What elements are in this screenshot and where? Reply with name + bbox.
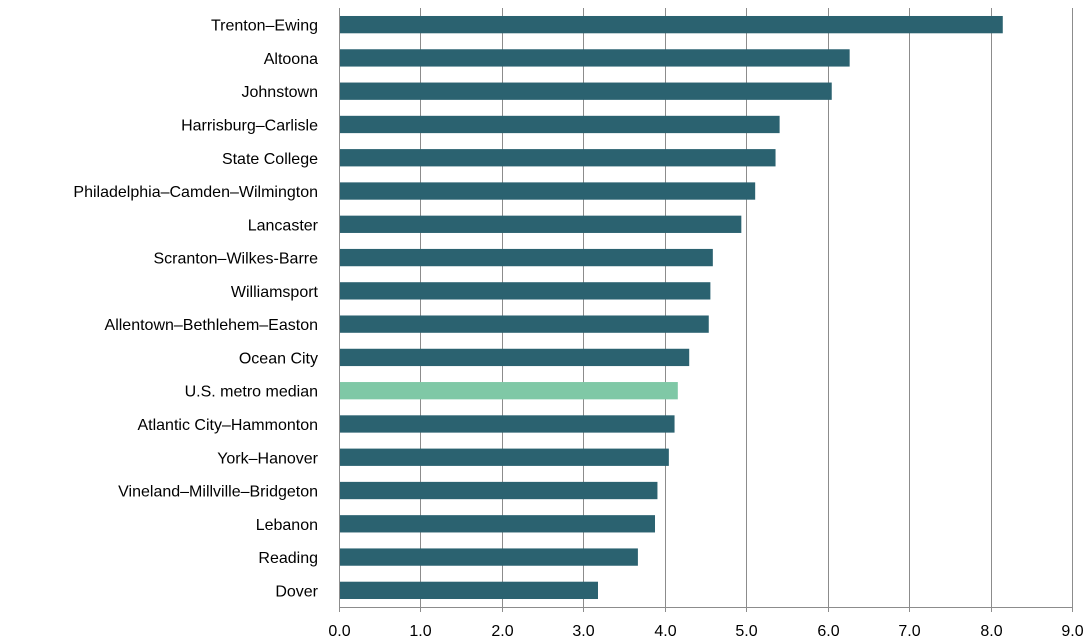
bar: [340, 315, 709, 333]
category-label: U.S. metro median: [185, 384, 318, 401]
x-tick-label: 3.0: [572, 623, 594, 640]
bar: [340, 348, 690, 367]
category-label: Atlantic City–Hammonton: [137, 417, 318, 434]
category-label: Trenton–Ewing: [211, 18, 318, 35]
bar: [340, 115, 780, 134]
bar: [340, 82, 832, 100]
category-label: Johnstown: [242, 84, 319, 101]
category-label: Lebanon: [256, 517, 318, 534]
bar: [340, 415, 675, 433]
category-label: State College: [222, 151, 318, 168]
category-label: Altoona: [264, 51, 318, 68]
bar: [340, 215, 742, 233]
grid: [339, 8, 1073, 612]
x-tick-label: 4.0: [654, 623, 676, 640]
x-tick-labels: 0.0 1.0 2.0 3.0 4.0 5.0 6.0 7.0 8.0 9.0: [328, 623, 1083, 640]
category-label: Lancaster: [248, 217, 319, 234]
category-label: Philadelphia–Camden–Wilmington: [73, 184, 318, 201]
bar: [340, 581, 598, 600]
bar: [340, 248, 713, 267]
category-label: Scranton–Wilkes-Barre: [154, 251, 319, 268]
category-label: Vineland–Millville–Bridgeton: [118, 484, 318, 501]
bar: [340, 49, 850, 67]
x-tick-label: 7.0: [898, 623, 920, 640]
bar: [340, 448, 669, 466]
bar-highlight: [340, 382, 678, 400]
bar: [340, 282, 711, 300]
x-tick-label: 5.0: [735, 623, 757, 640]
x-tick-label: 8.0: [980, 623, 1002, 640]
x-tick-label: 1.0: [409, 623, 431, 640]
bar: [340, 515, 656, 533]
category-label: Harrisburg–Carlisle: [181, 117, 318, 134]
category-labels: Trenton–Ewing Altoona Johnstown Harrisburg–…: [73, 18, 318, 601]
category-label: Allentown–Bethlehem–Easton: [105, 317, 318, 334]
category-label: Ocean City: [239, 350, 318, 367]
x-tick-label: 2.0: [491, 623, 513, 640]
category-label: Reading: [258, 550, 318, 567]
bar: [340, 548, 638, 566]
bar: [340, 15, 1003, 34]
bar: [340, 182, 756, 200]
x-tick-label: 6.0: [817, 623, 839, 640]
bar: [340, 481, 658, 500]
bars: [340, 15, 1003, 600]
x-tick-label: 9.0: [1061, 623, 1083, 640]
x-tick-label: 0.0: [328, 623, 350, 640]
category-label: York–Hanover: [217, 450, 318, 467]
category-label: Dover: [275, 583, 318, 600]
category-label: Williamsport: [231, 284, 319, 301]
bar: [340, 149, 776, 167]
